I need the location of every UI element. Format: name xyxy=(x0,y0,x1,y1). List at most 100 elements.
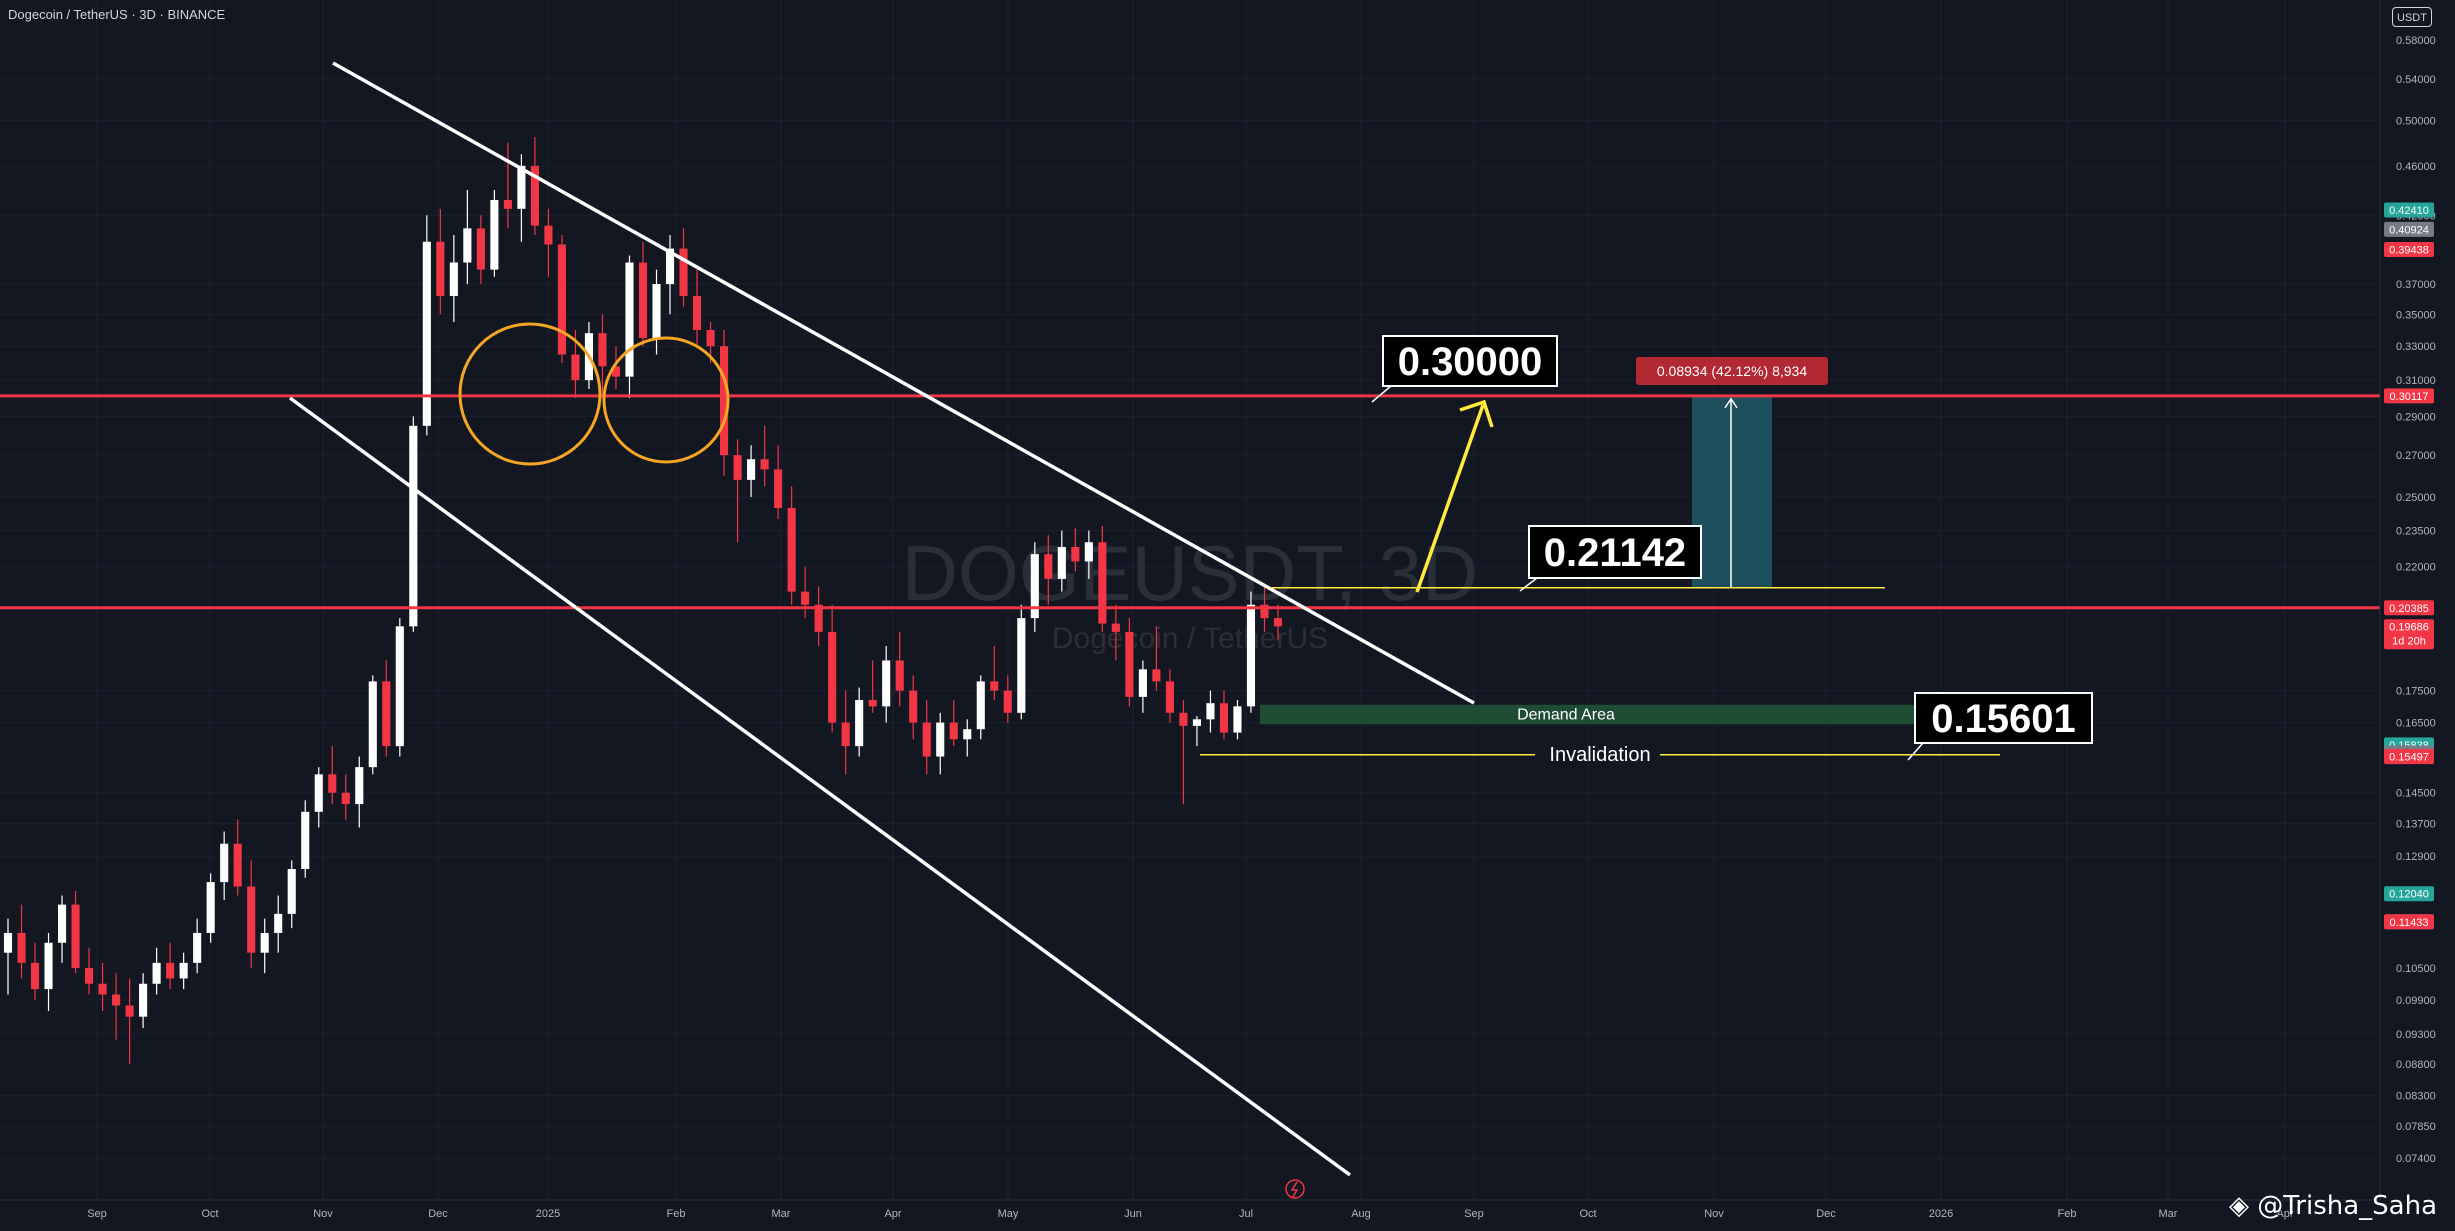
currency-button[interactable]: USDT xyxy=(2392,7,2432,27)
candle-up xyxy=(1206,703,1215,720)
price-tick-label: 0.22000 xyxy=(2396,561,2436,573)
candle-down xyxy=(1152,669,1161,682)
price-axis-background xyxy=(2380,0,2455,1231)
candle-down xyxy=(720,346,729,456)
breakout-label-pointer xyxy=(1519,577,1538,592)
price-badge xyxy=(2384,600,2434,616)
candle-up xyxy=(665,248,675,285)
demand-label-box xyxy=(1914,692,2093,744)
price-tick-label: 0.16500 xyxy=(2396,718,2436,730)
candle-down xyxy=(544,225,553,245)
candle-down xyxy=(801,591,810,605)
time-tick-label: May xyxy=(998,1208,1019,1220)
time-tick-label: Sep xyxy=(87,1208,107,1220)
price-badge xyxy=(2384,388,2434,404)
annotation-labels: Demand Area Invalidation 0.08934 (42.12%) … xyxy=(1371,335,2093,766)
candle-up xyxy=(490,199,499,270)
candle-down xyxy=(1003,690,1012,713)
candle-down xyxy=(17,932,26,963)
target-measure-arrowhead xyxy=(1724,397,1738,409)
target-label-text: 0.30000 xyxy=(1398,340,1543,384)
price-axis[interactable]: 0.580000.540000.500000.460000.420000.370… xyxy=(2379,0,2455,1231)
candle-up xyxy=(139,983,148,1017)
time-tick-label: Apr xyxy=(884,1208,901,1220)
candle-up xyxy=(976,681,985,730)
candle-down xyxy=(557,244,566,355)
candle-down xyxy=(787,507,796,592)
candle-up xyxy=(1246,604,1256,707)
candle-down xyxy=(382,681,391,747)
measure-badge xyxy=(1636,357,1828,385)
candle-up xyxy=(368,681,377,768)
breakout-label-box xyxy=(1528,525,1702,579)
candle-up xyxy=(625,262,634,377)
price-tick-label: 0.31000 xyxy=(2396,375,2436,387)
candle-down xyxy=(638,262,648,339)
candle-up xyxy=(355,767,364,805)
time-tick-label: Apr xyxy=(2276,1208,2293,1220)
candle-up xyxy=(193,932,202,963)
price-badge-text: 0.40924 xyxy=(2389,224,2429,236)
candle-up xyxy=(936,722,945,757)
time-tick-label: Jun xyxy=(1124,1208,1142,1220)
time-tick-label: Nov xyxy=(1704,1208,1724,1220)
time-tick-label: Dec xyxy=(428,1208,448,1220)
time-tick-label: Dec xyxy=(1816,1208,1836,1220)
price-tick-label: 0.46000 xyxy=(2396,161,2436,173)
symbol-header: Dogecoin / TetherUS · 3D · BINANCE xyxy=(8,7,226,22)
candle-up xyxy=(747,459,756,480)
time-tick-label: Oct xyxy=(201,1208,218,1220)
candle-down xyxy=(1165,681,1174,713)
candle-down xyxy=(71,904,80,969)
time-axis[interactable]: Sep Oct Nov Dec 2025 Feb Mar Apr May Jun Jul Aug Sep… xyxy=(0,1199,2380,1220)
price-tick-label: 0.29000 xyxy=(2396,411,2436,423)
time-tick-label: Oct xyxy=(1579,1208,1596,1220)
candle-down xyxy=(125,1005,134,1017)
candle-down xyxy=(1044,554,1053,579)
candle-up xyxy=(1233,706,1242,733)
price-badge-text: 0.42410 xyxy=(2389,205,2429,217)
candles xyxy=(3,137,1283,1064)
candle-down xyxy=(503,199,512,209)
lightning-marker-icon xyxy=(1285,1179,1305,1199)
candle-down xyxy=(611,366,621,377)
candle-down xyxy=(328,774,337,793)
price-badge-text: 0.20385 xyxy=(2389,603,2429,615)
price-badge xyxy=(2384,914,2434,930)
price-tick-label: 0.14500 xyxy=(2396,788,2436,800)
candle-down xyxy=(247,886,256,953)
price-tick-label: 0.13700 xyxy=(2396,819,2436,831)
candle-up xyxy=(422,241,431,426)
candle-down xyxy=(949,722,958,740)
candle-down xyxy=(1273,618,1283,627)
price-badge xyxy=(2384,221,2434,237)
candle-down xyxy=(706,330,715,347)
time-tick-label: Nov xyxy=(313,1208,333,1220)
candle-down xyxy=(476,228,485,270)
invalidation-label: Invalidation xyxy=(1549,744,1650,766)
price-badge xyxy=(2384,886,2434,902)
target-measure-box xyxy=(1692,395,1772,588)
candle-up xyxy=(449,262,458,296)
price-tick-label: 0.33000 xyxy=(2396,341,2436,353)
candle-down xyxy=(692,295,702,331)
price-tick-label: 0.23500 xyxy=(2396,526,2436,538)
time-tick-label: Aug xyxy=(1351,1208,1371,1220)
channel-upper-line xyxy=(332,61,1475,705)
candle-up xyxy=(855,700,864,747)
time-tick-label: Feb xyxy=(2058,1208,2077,1220)
candle-down xyxy=(814,604,823,632)
circle-marker-right xyxy=(602,336,730,464)
drawings[interactable] xyxy=(0,61,2380,1199)
demand-label-text: 0.15601 xyxy=(1931,697,2076,741)
candle-up xyxy=(206,882,215,933)
candle-down xyxy=(30,962,40,990)
price-badge-text: 0.30117 xyxy=(2390,391,2429,403)
candle-up xyxy=(395,626,404,747)
candle-up xyxy=(882,660,891,707)
candle-up xyxy=(1084,542,1093,562)
